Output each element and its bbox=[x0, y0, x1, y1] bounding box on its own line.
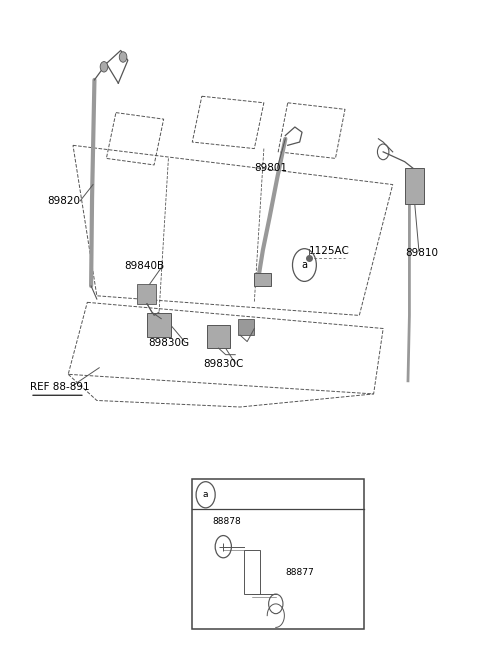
Bar bbox=[405, 168, 424, 204]
Circle shape bbox=[100, 62, 108, 72]
Text: 89801: 89801 bbox=[254, 163, 288, 173]
Text: a: a bbox=[203, 490, 208, 499]
Text: 1125AC: 1125AC bbox=[309, 246, 350, 256]
Bar bbox=[192, 479, 364, 629]
Text: 89840B: 89840B bbox=[124, 261, 165, 271]
Text: 89830C: 89830C bbox=[203, 359, 243, 369]
Text: a: a bbox=[301, 260, 307, 270]
Bar bbox=[254, 273, 271, 286]
Bar bbox=[238, 319, 254, 335]
Bar bbox=[244, 550, 260, 594]
Text: REF 88-891: REF 88-891 bbox=[30, 382, 90, 392]
Bar bbox=[206, 325, 230, 348]
Circle shape bbox=[119, 52, 127, 62]
Text: 89820: 89820 bbox=[47, 196, 80, 206]
Text: 88877: 88877 bbox=[285, 568, 314, 577]
Text: 88878: 88878 bbox=[212, 516, 241, 526]
Text: 89810: 89810 bbox=[405, 248, 438, 258]
Text: 89830G: 89830G bbox=[148, 338, 189, 348]
Bar bbox=[147, 313, 171, 337]
Bar bbox=[137, 284, 156, 304]
